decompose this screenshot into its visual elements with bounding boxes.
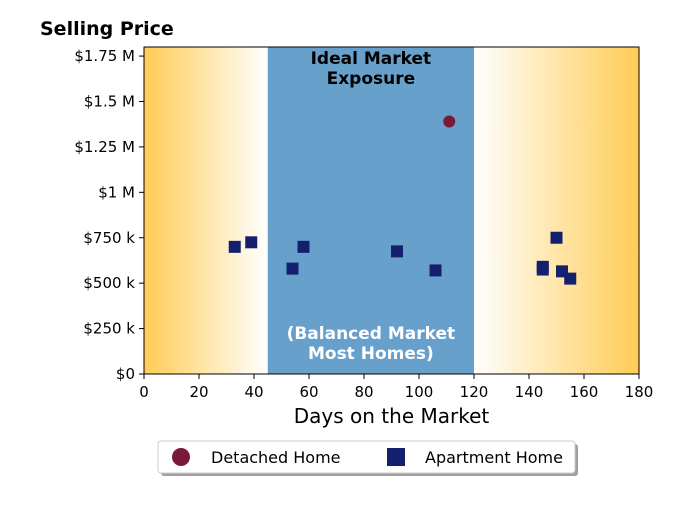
y-tick-label: $250 k <box>83 320 135 338</box>
y-tick-label: $1.5 M <box>84 93 135 111</box>
data-points <box>228 115 577 285</box>
apartment-home-point <box>286 262 299 275</box>
ideal-band-rect <box>267 47 474 374</box>
x-axis-title: Days on the Market <box>294 404 490 428</box>
x-tick-label: 40 <box>244 383 263 401</box>
y-tick-label: $1.25 M <box>74 138 135 156</box>
plot-background <box>144 47 639 374</box>
y-axis: $0 $250 k $500 k $750 k $1 M $1.25 M $1.5 M $1.… <box>74 47 144 383</box>
y-tick-label: $1 M <box>98 183 135 201</box>
band-label-top-line: Exposure <box>327 69 416 89</box>
legend-marker-detached <box>172 448 190 466</box>
legend-box <box>157 440 576 474</box>
x-tick-label: 180 <box>625 383 654 401</box>
apartment-home-point <box>429 264 442 277</box>
apartment-home-point <box>550 231 563 244</box>
legend-label: Apartment Home <box>425 448 563 467</box>
band-label-bottom-line: Most Homes) <box>308 344 434 364</box>
apartment-home-point <box>228 240 241 253</box>
right-gradient-region <box>474 47 639 374</box>
x-tick-label: 20 <box>189 383 208 401</box>
x-tick-label: 120 <box>460 383 489 401</box>
apartment-home-point <box>391 245 403 258</box>
ideal-market-band <box>267 47 474 374</box>
legend: Detached Home Apartment Home <box>157 440 578 476</box>
x-axis: 0 20 40 60 80 100 120 140 160 180 <box>139 374 653 401</box>
x-tick-label: 60 <box>299 383 318 401</box>
band-label-bottom-line: (Balanced Market <box>287 324 456 344</box>
legend-marker-apartment <box>387 448 405 466</box>
left-gradient-region <box>144 47 268 374</box>
x-tick-label: 140 <box>515 383 544 401</box>
y-tick-label: $750 k <box>83 229 135 247</box>
apartment-home-point <box>536 263 549 276</box>
apartment-home-point <box>564 272 577 285</box>
y-tick-label: $1.75 M <box>74 47 135 65</box>
chart-title: Selling Price <box>40 18 174 40</box>
x-tick-label: 100 <box>405 383 434 401</box>
legend-label: Detached Home <box>211 448 341 467</box>
plot-frame <box>143 46 640 375</box>
x-tick-label: 0 <box>139 383 149 401</box>
y-tick-label: $0 <box>116 365 135 383</box>
detached-home-point <box>443 115 456 128</box>
band-label-top-line: Ideal Market <box>311 49 432 69</box>
apartment-home-point <box>245 236 258 249</box>
x-tick-label: 160 <box>570 383 599 401</box>
apartment-home-point <box>297 240 310 253</box>
y-tick-label: $500 k <box>83 274 135 292</box>
x-tick-label: 80 <box>354 383 373 401</box>
